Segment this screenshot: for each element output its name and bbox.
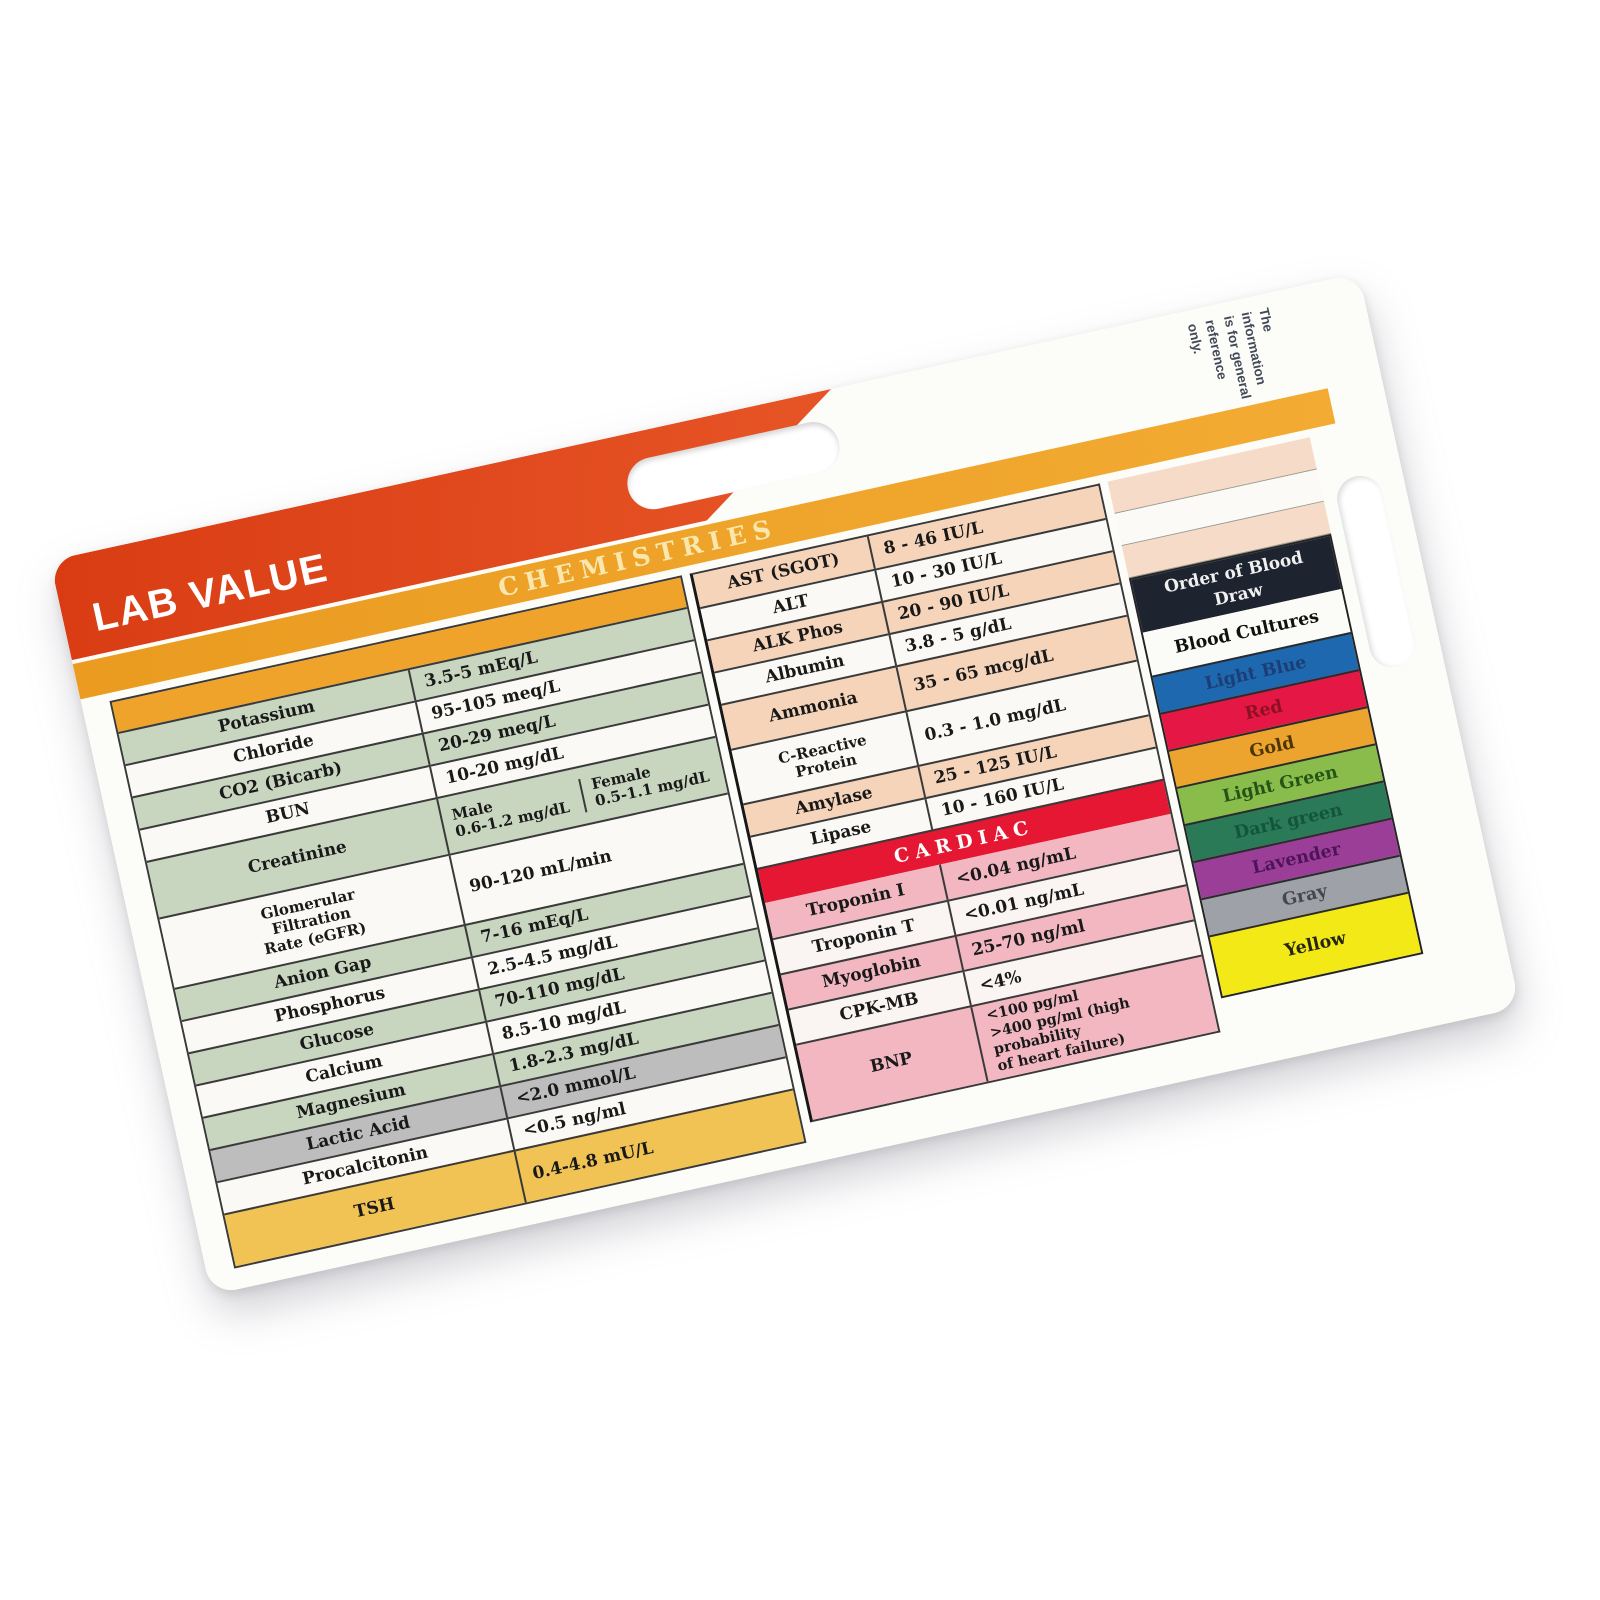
disclaimer-text: The information is for general reference…	[1184, 306, 1276, 401]
chemistries-left-table: Potassium 3.5-5 mEq/L Chloride 95-105 meq/L…	[109, 575, 807, 1269]
lab-value-reference-card: LAB VALUE CHEMISTRIES The information is…	[49, 272, 1521, 1296]
